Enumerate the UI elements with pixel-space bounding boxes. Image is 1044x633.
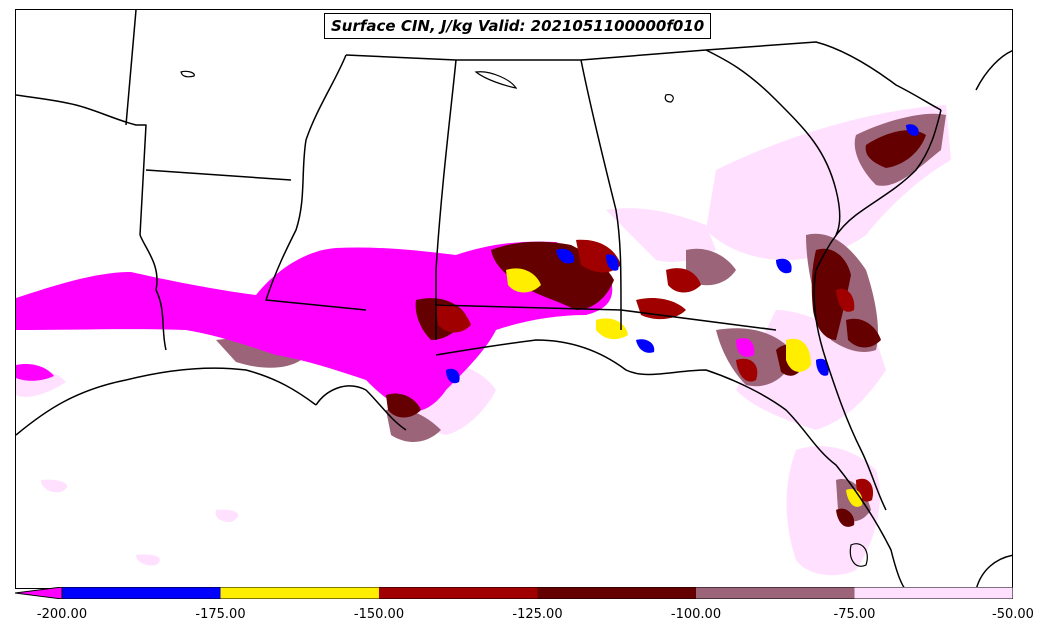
colorbar-segment-0 <box>62 587 221 599</box>
colorbar-tick-label: -100.00 <box>670 607 722 622</box>
map-panel <box>15 9 1013 589</box>
colorbar-tick-label: -175.00 <box>195 607 246 622</box>
map-title: Surface CIN, J/kg Valid: 2021051100000f0… <box>331 17 705 35</box>
colorbar-extend-min <box>15 587 63 599</box>
colorbar-outline <box>61 587 1013 599</box>
cin-band-175-150 <box>506 268 863 507</box>
colorbar-tick-label: -125.00 <box>512 607 563 622</box>
boundaries <box>16 10 1012 588</box>
colorbar <box>15 587 1013 599</box>
colorbar-tick-label: -150.00 <box>353 607 405 622</box>
colorbar-segment-1 <box>220 587 379 599</box>
colorbar-segment-4 <box>696 587 855 599</box>
colorbar-tick-label: -75.00 <box>833 607 876 622</box>
colorbar-segment-3 <box>537 587 696 599</box>
lakes <box>180 70 868 567</box>
colorbar-segments <box>15 587 1013 599</box>
cin-below-200 <box>16 241 755 412</box>
cin-band-200-175 <box>446 124 919 384</box>
map-title-box: Surface CIN, J/kg Valid: 2021051100000f0… <box>324 13 712 39</box>
colorbar-segment-2 <box>379 587 538 599</box>
cin-map <box>16 10 1012 588</box>
colorbar-tick-label: -50.00 <box>992 607 1034 622</box>
colorbar-segment-5 <box>854 587 1013 599</box>
colorbar-tick-label: -200.00 <box>36 607 88 622</box>
